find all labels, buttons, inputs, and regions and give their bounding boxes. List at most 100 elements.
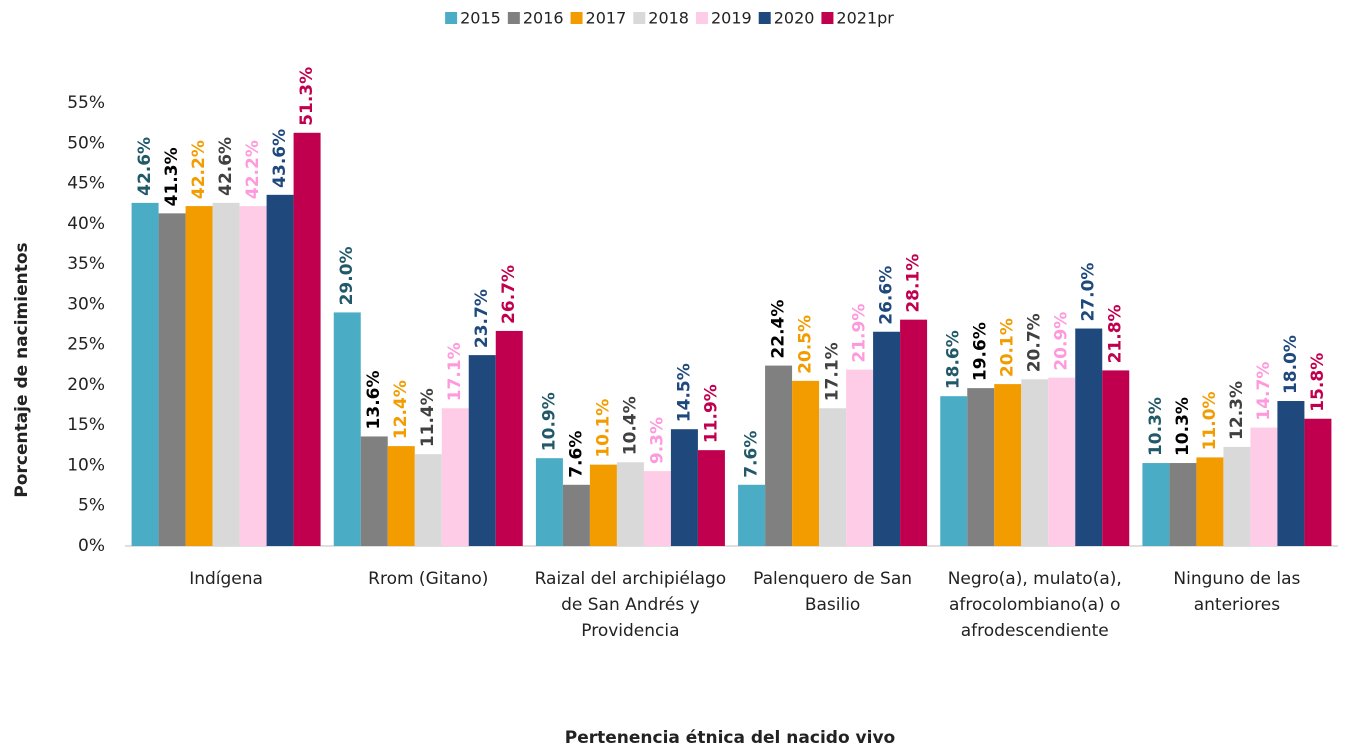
bar xyxy=(212,202,240,547)
y-tick-label: 45% xyxy=(67,174,105,194)
bar xyxy=(333,312,361,546)
legend-swatch xyxy=(695,12,708,24)
bar xyxy=(495,330,523,546)
bar xyxy=(360,436,388,546)
bar xyxy=(765,365,793,546)
value-label: 20.5% xyxy=(796,315,816,374)
value-label: 14.7% xyxy=(1254,362,1274,421)
legend-label: 2019 xyxy=(711,9,752,28)
x-tick-label: Negro(a), mulato(a), afrocolombiano(a) o… xyxy=(947,569,1122,641)
legend-label: 2020 xyxy=(774,9,815,28)
value-label: 14.5% xyxy=(674,363,694,422)
value-label: 10.3% xyxy=(1146,397,1166,456)
bar xyxy=(266,194,294,546)
bar xyxy=(1250,427,1278,546)
value-label: 26.6% xyxy=(877,266,897,325)
y-tick-label: 15% xyxy=(67,415,105,435)
value-label: 42.2% xyxy=(243,140,263,199)
value-label: 12.4% xyxy=(391,380,411,439)
bar xyxy=(846,369,874,546)
bar xyxy=(1304,418,1332,546)
y-tick-label: 10% xyxy=(67,455,105,475)
value-label: 27.0% xyxy=(1079,263,1099,322)
value-label: 21.8% xyxy=(1106,304,1126,363)
bar xyxy=(967,388,995,546)
value-label: 22.4% xyxy=(769,300,789,359)
value-label: 28.1% xyxy=(904,254,924,313)
legend-swatch xyxy=(507,12,520,24)
value-label: 13.6% xyxy=(364,370,384,429)
bar xyxy=(697,450,725,546)
value-label: 41.3% xyxy=(162,147,182,206)
value-label: 17.1% xyxy=(445,342,465,401)
value-label: 15.8% xyxy=(1308,353,1328,412)
value-label: 26.7% xyxy=(499,265,519,324)
bar xyxy=(792,380,820,546)
bar xyxy=(158,213,186,546)
value-label: 43.6% xyxy=(270,129,290,188)
value-label: 18.6% xyxy=(944,330,964,389)
legend-swatch xyxy=(821,12,834,24)
bar xyxy=(900,319,928,546)
value-label: 11.4% xyxy=(418,388,438,447)
x-tick-label: Ninguno de las anteriores xyxy=(1173,569,1301,615)
value-label: 10.1% xyxy=(593,399,613,458)
y-tick-label: 55% xyxy=(67,93,105,113)
x-tick-label: Palenquero de San Basilio xyxy=(753,569,913,615)
value-label: 23.7% xyxy=(472,289,492,348)
x-tick-label: Rrom (Gitano) xyxy=(368,569,489,589)
bar xyxy=(643,471,671,546)
y-tick-label: 50% xyxy=(67,133,105,153)
bar xyxy=(239,206,267,546)
value-label: 51.3% xyxy=(297,67,317,126)
value-label: 18.0% xyxy=(1281,335,1301,394)
bar xyxy=(1142,463,1170,546)
bar xyxy=(293,132,321,546)
bar xyxy=(1021,379,1049,546)
x-axis-title: Pertenencia étnica del nacido vivo xyxy=(565,728,895,747)
legend-label: 2016 xyxy=(523,9,564,28)
bar xyxy=(940,396,968,546)
bar xyxy=(414,454,442,546)
y-tick-label: 40% xyxy=(67,214,105,234)
value-label: 10.3% xyxy=(1173,397,1193,456)
bar xyxy=(589,464,617,546)
value-label: 20.9% xyxy=(1052,312,1072,371)
legend-swatch xyxy=(445,12,458,24)
y-tick-label: 30% xyxy=(67,294,105,314)
bar xyxy=(1075,328,1103,546)
bar xyxy=(131,202,159,547)
bar xyxy=(185,206,213,546)
legend-swatch xyxy=(758,12,771,24)
legend-swatch xyxy=(633,12,646,24)
value-label: 29.0% xyxy=(337,246,357,305)
y-tick-label: 5% xyxy=(78,496,105,516)
value-label: 19.6% xyxy=(971,322,991,381)
bar xyxy=(1277,401,1305,546)
legend-label: 2017 xyxy=(586,9,627,28)
bar xyxy=(616,462,644,546)
x-tick-label: Raizal del archipiélago de San Andrés y … xyxy=(534,569,727,641)
bar xyxy=(819,408,847,546)
y-axis-title: Porcentaje de nacimientos xyxy=(12,242,32,497)
bar xyxy=(1048,377,1076,546)
value-label: 42.2% xyxy=(189,140,209,199)
bar xyxy=(1102,370,1130,546)
bar xyxy=(670,429,698,546)
bar xyxy=(387,446,415,546)
bar xyxy=(441,408,469,546)
legend-label: 2015 xyxy=(460,9,501,28)
bar xyxy=(1196,457,1224,546)
x-tick-label: Indígena xyxy=(189,569,263,589)
value-label: 17.1% xyxy=(823,342,843,401)
value-label: 42.6% xyxy=(135,137,155,196)
value-label: 7.6% xyxy=(566,431,586,478)
value-label: 21.9% xyxy=(850,304,870,363)
bar xyxy=(468,355,496,546)
y-tick-label: 35% xyxy=(67,254,105,274)
legend-label: 2018 xyxy=(648,9,689,28)
value-label: 20.1% xyxy=(998,318,1018,377)
value-label: 20.7% xyxy=(1025,313,1045,372)
